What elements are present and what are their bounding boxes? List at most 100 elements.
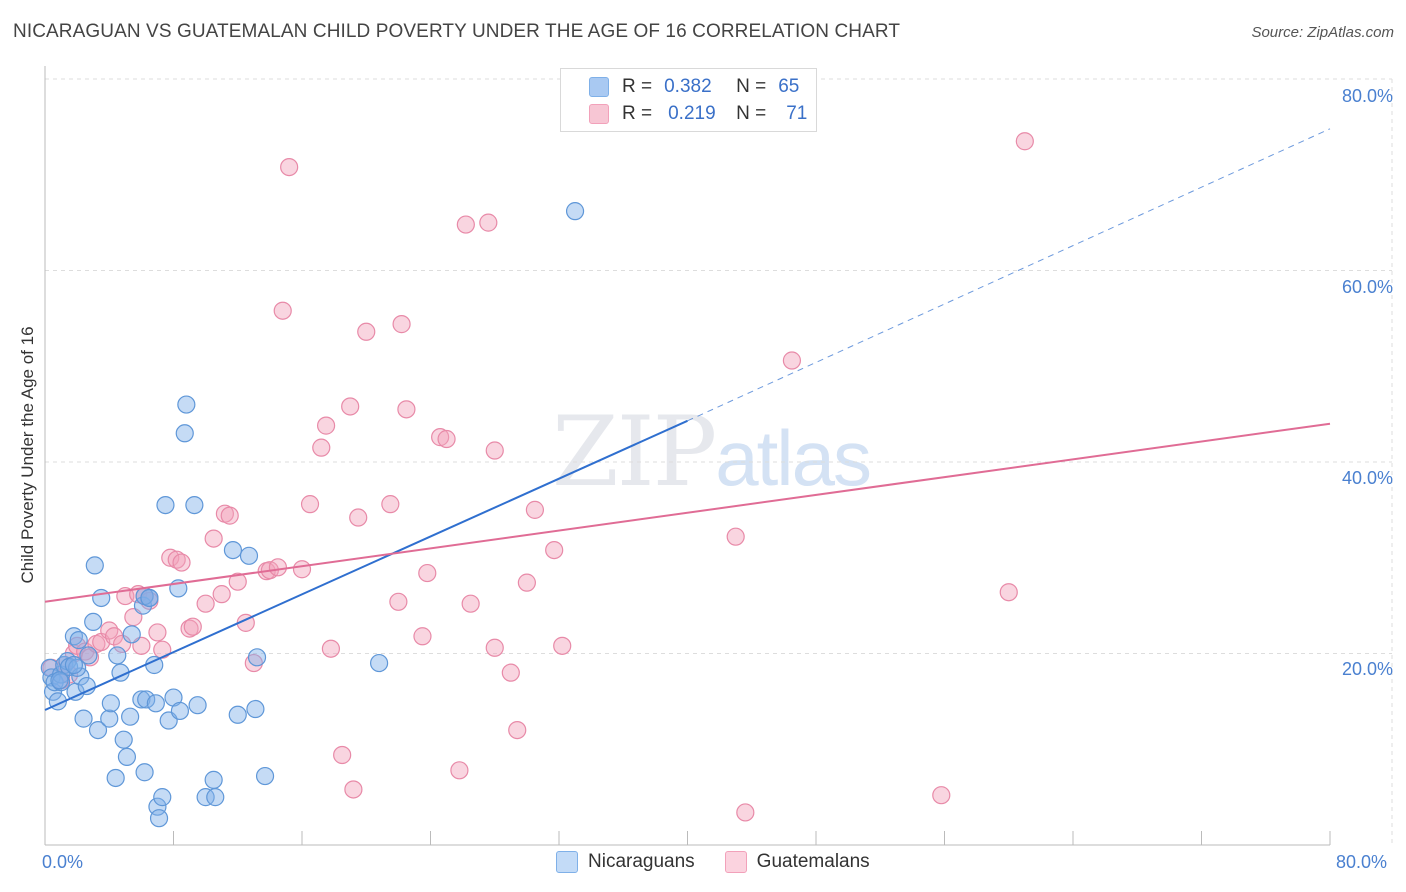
- data-point: [117, 747, 137, 767]
- data-point: [140, 588, 159, 608]
- data-point: [74, 709, 93, 728]
- data-point: [68, 658, 87, 677]
- data-point: [146, 694, 165, 713]
- data-point: [273, 301, 292, 320]
- y-tick-label-20: 20.0%: [1341, 659, 1393, 679]
- data-point: [132, 690, 151, 709]
- watermark: ZIPatlas: [552, 396, 872, 508]
- data-point: [321, 639, 341, 658]
- axes: [44, 66, 1331, 846]
- data-point: [92, 588, 111, 608]
- data-point: [999, 583, 1018, 602]
- data-point: [85, 556, 104, 575]
- chart-title: NICARAGUAN VS GUATEMALAN CHILD POVERTY U…: [13, 21, 901, 42]
- legend-item-guatemalans: Guatemalans: [724, 851, 870, 873]
- legend-label-nicaraguans: Nicaraguans: [588, 851, 695, 872]
- stats-legend: R = 0.382 N = 65 R = 0.219 N = 71: [560, 68, 817, 132]
- data-point: [461, 594, 480, 613]
- y-tick-label-60: 60.0%: [1341, 277, 1393, 297]
- data-point: [349, 508, 368, 527]
- data-point: [370, 653, 389, 673]
- n-value: 65: [778, 76, 800, 97]
- data-point: [188, 696, 207, 715]
- r-value: 0.382: [664, 76, 712, 97]
- y-axis-label: Child Poverty Under the Age of 16: [18, 326, 37, 584]
- data-point: [177, 395, 196, 414]
- watermark-atlas: atlas: [715, 414, 872, 502]
- data-point: [501, 663, 520, 682]
- x-tick-label-max: 80.0%: [1336, 852, 1388, 872]
- trend-line-nicaraguans: [44, 419, 688, 711]
- data-point: [170, 701, 190, 721]
- data-point: [206, 788, 225, 807]
- data-point: [180, 619, 199, 638]
- data-point: [456, 215, 475, 234]
- data-point: [782, 351, 802, 370]
- r-label: R =: [622, 103, 653, 124]
- series-legend: Nicaraguans Guatemalans: [556, 851, 900, 873]
- x-tick-label-min: 0.0%: [42, 852, 84, 872]
- data-point: [437, 429, 456, 449]
- data-point: [255, 766, 275, 786]
- data-point: [84, 612, 103, 632]
- source-label: Source: ZipAtlas.com: [1251, 24, 1394, 41]
- data-point: [1015, 132, 1034, 151]
- data-point: [485, 638, 504, 657]
- data-point: [112, 634, 132, 654]
- data-point: [196, 594, 215, 613]
- data-point: [79, 646, 98, 665]
- n-label: N =: [736, 103, 767, 124]
- data-point: [341, 397, 360, 416]
- data-point: [161, 548, 180, 567]
- data-point: [545, 540, 564, 560]
- data-point: [389, 592, 408, 611]
- data-point: [247, 648, 267, 667]
- data-point: [450, 761, 469, 780]
- series-nicaraguans: [40, 202, 585, 828]
- data-point: [220, 506, 239, 525]
- data-point: [239, 546, 259, 565]
- data-point: [479, 213, 498, 232]
- data-point: [135, 763, 154, 782]
- data-point: [292, 560, 312, 579]
- data-point: [485, 441, 504, 460]
- data-point: [100, 709, 119, 728]
- r-value: 0.219: [668, 103, 716, 124]
- y-tick-label-40: 40.0%: [1341, 468, 1393, 488]
- data-point: [50, 671, 69, 690]
- data-point: [565, 202, 585, 221]
- data-point: [333, 745, 352, 765]
- data-point: [553, 636, 572, 655]
- data-point: [736, 803, 755, 822]
- data-point: [172, 553, 191, 572]
- data-point: [392, 315, 411, 334]
- trend-line-nicaraguans-projection: [687, 128, 1331, 422]
- n-value: 71: [786, 103, 808, 124]
- data-point: [280, 157, 299, 177]
- data-point: [508, 720, 527, 740]
- legend-swatch-nicaraguans: [556, 851, 578, 873]
- data-point: [246, 699, 265, 719]
- data-point: [185, 495, 204, 515]
- data-point: [397, 400, 416, 419]
- data-point: [137, 690, 156, 709]
- data-point: [121, 707, 140, 726]
- data-point: [316, 416, 336, 435]
- data-point: [344, 780, 363, 799]
- data-point: [726, 527, 745, 546]
- data-point: [212, 585, 231, 604]
- data-point: [381, 495, 400, 514]
- data-point: [196, 788, 215, 807]
- data-point: [228, 705, 247, 724]
- data-point: [525, 500, 545, 519]
- data-point: [108, 646, 127, 665]
- data-point: [149, 809, 169, 828]
- data-point: [69, 630, 88, 650]
- legend-swatch-guatemalans: [724, 851, 747, 873]
- data-point: [153, 788, 172, 807]
- grid-lines: [45, 78, 1393, 845]
- data-point: [101, 694, 120, 713]
- y-axis-label-wrap: Child Poverty Under the Age of 16: [16, 300, 40, 610]
- watermark-zip: ZIP: [552, 396, 717, 508]
